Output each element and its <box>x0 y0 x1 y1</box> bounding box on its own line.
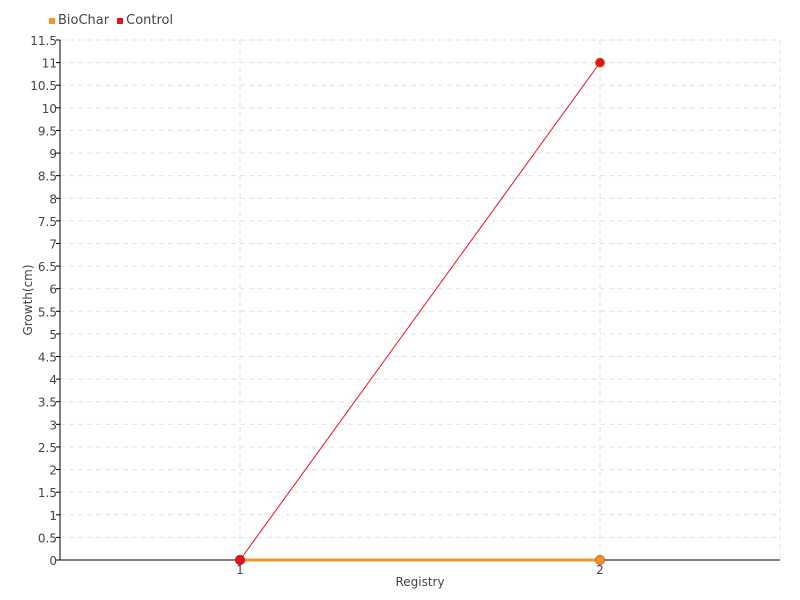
legend-item-control[interactable]: Control <box>117 13 173 28</box>
legend: BioChar Control <box>49 13 173 28</box>
legend-label: Control <box>126 13 174 28</box>
y-tick-label: 6 <box>49 283 57 297</box>
y-tick-label: 8 <box>49 192 57 206</box>
data-point-control <box>595 57 605 68</box>
y-tick-label: 4.5 <box>38 351 57 365</box>
y-tick-label: 2.5 <box>38 441 57 455</box>
legend-item-biochar[interactable]: BioChar <box>49 13 109 28</box>
y-tick-label: 10 <box>42 102 57 116</box>
series-line-control <box>239 62 601 561</box>
legend-swatch <box>49 17 55 24</box>
y-tick-label: 3 <box>49 418 57 432</box>
y-tick-label: 1 <box>49 509 57 523</box>
x-axis-label: Registry <box>395 575 444 589</box>
y-tick-label: 2 <box>49 464 57 478</box>
data-point-control <box>235 555 245 565</box>
y-tick-label: 5.5 <box>38 305 57 319</box>
y-tick-label: 3.5 <box>38 396 57 410</box>
y-tick-label: 0 <box>49 554 57 568</box>
y-tick-label: 5 <box>49 328 57 342</box>
legend-swatch <box>117 17 124 24</box>
y-tick-label: 7.5 <box>38 215 57 229</box>
y-tick-label: 11.5 <box>30 34 57 48</box>
x-tick-label: 2 <box>596 563 604 577</box>
y-tick-label: 6.5 <box>38 260 57 274</box>
legend-label: BioChar <box>58 13 110 28</box>
y-tick-label: 10.5 <box>30 79 57 93</box>
data-point-biochar <box>595 555 605 565</box>
y-tick-label: 4 <box>49 373 57 387</box>
y-tick-label: 8.5 <box>38 170 57 184</box>
y-axis-label: Growth(cm) <box>21 264 35 335</box>
y-tick-label: 0.5 <box>38 531 57 545</box>
x-tick-label: 1 <box>236 563 244 577</box>
y-tick-label: 9 <box>49 147 57 161</box>
y-tick-label: 9.5 <box>38 124 57 138</box>
y-tick-label: 7 <box>49 237 57 251</box>
y-tick-label: 11 <box>42 57 57 71</box>
y-tick-label: 1.5 <box>38 486 57 500</box>
